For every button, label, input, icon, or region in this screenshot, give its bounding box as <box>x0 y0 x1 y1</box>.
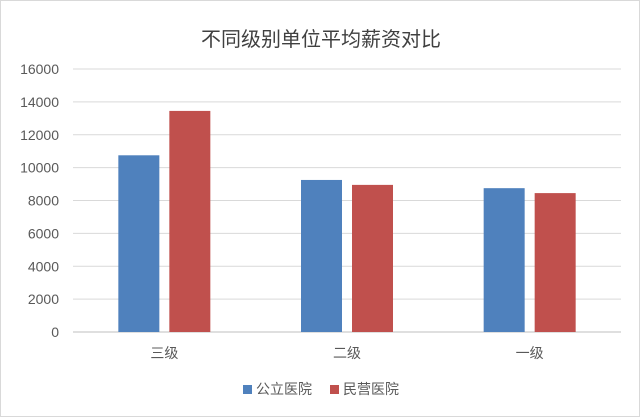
y-tick-label: 4000 <box>28 258 59 274</box>
legend-swatch-public <box>243 384 252 394</box>
y-tick-label: 8000 <box>28 193 59 209</box>
bar <box>118 155 160 332</box>
legend-item-private: 民营医院 <box>330 379 399 399</box>
legend-item-public: 公立医院 <box>243 379 312 399</box>
x-category-label: 二级 <box>333 346 361 362</box>
bar <box>483 188 525 332</box>
bar <box>534 193 576 332</box>
legend-label-private: 民营医院 <box>343 382 399 398</box>
legend: 公立医院 民营医院 <box>1 379 640 399</box>
y-tick-label: 6000 <box>28 225 59 241</box>
x-category-label: 一级 <box>516 346 544 362</box>
y-tick-label: 0 <box>51 324 59 340</box>
bar <box>301 179 342 332</box>
y-tick-label: 12000 <box>20 127 59 143</box>
legend-swatch-private <box>330 384 339 394</box>
chart-title: 不同级别单位平均薪资对比 <box>201 27 441 51</box>
bar <box>169 110 211 333</box>
y-tick-label: 2000 <box>28 291 59 307</box>
y-tick-label: 14000 <box>20 94 59 110</box>
x-category-label: 三级 <box>150 346 178 362</box>
bar <box>352 184 393 332</box>
y-tick-label: 16000 <box>20 61 59 77</box>
legend-label-public: 公立医院 <box>256 382 312 398</box>
y-tick-label: 10000 <box>20 160 59 176</box>
